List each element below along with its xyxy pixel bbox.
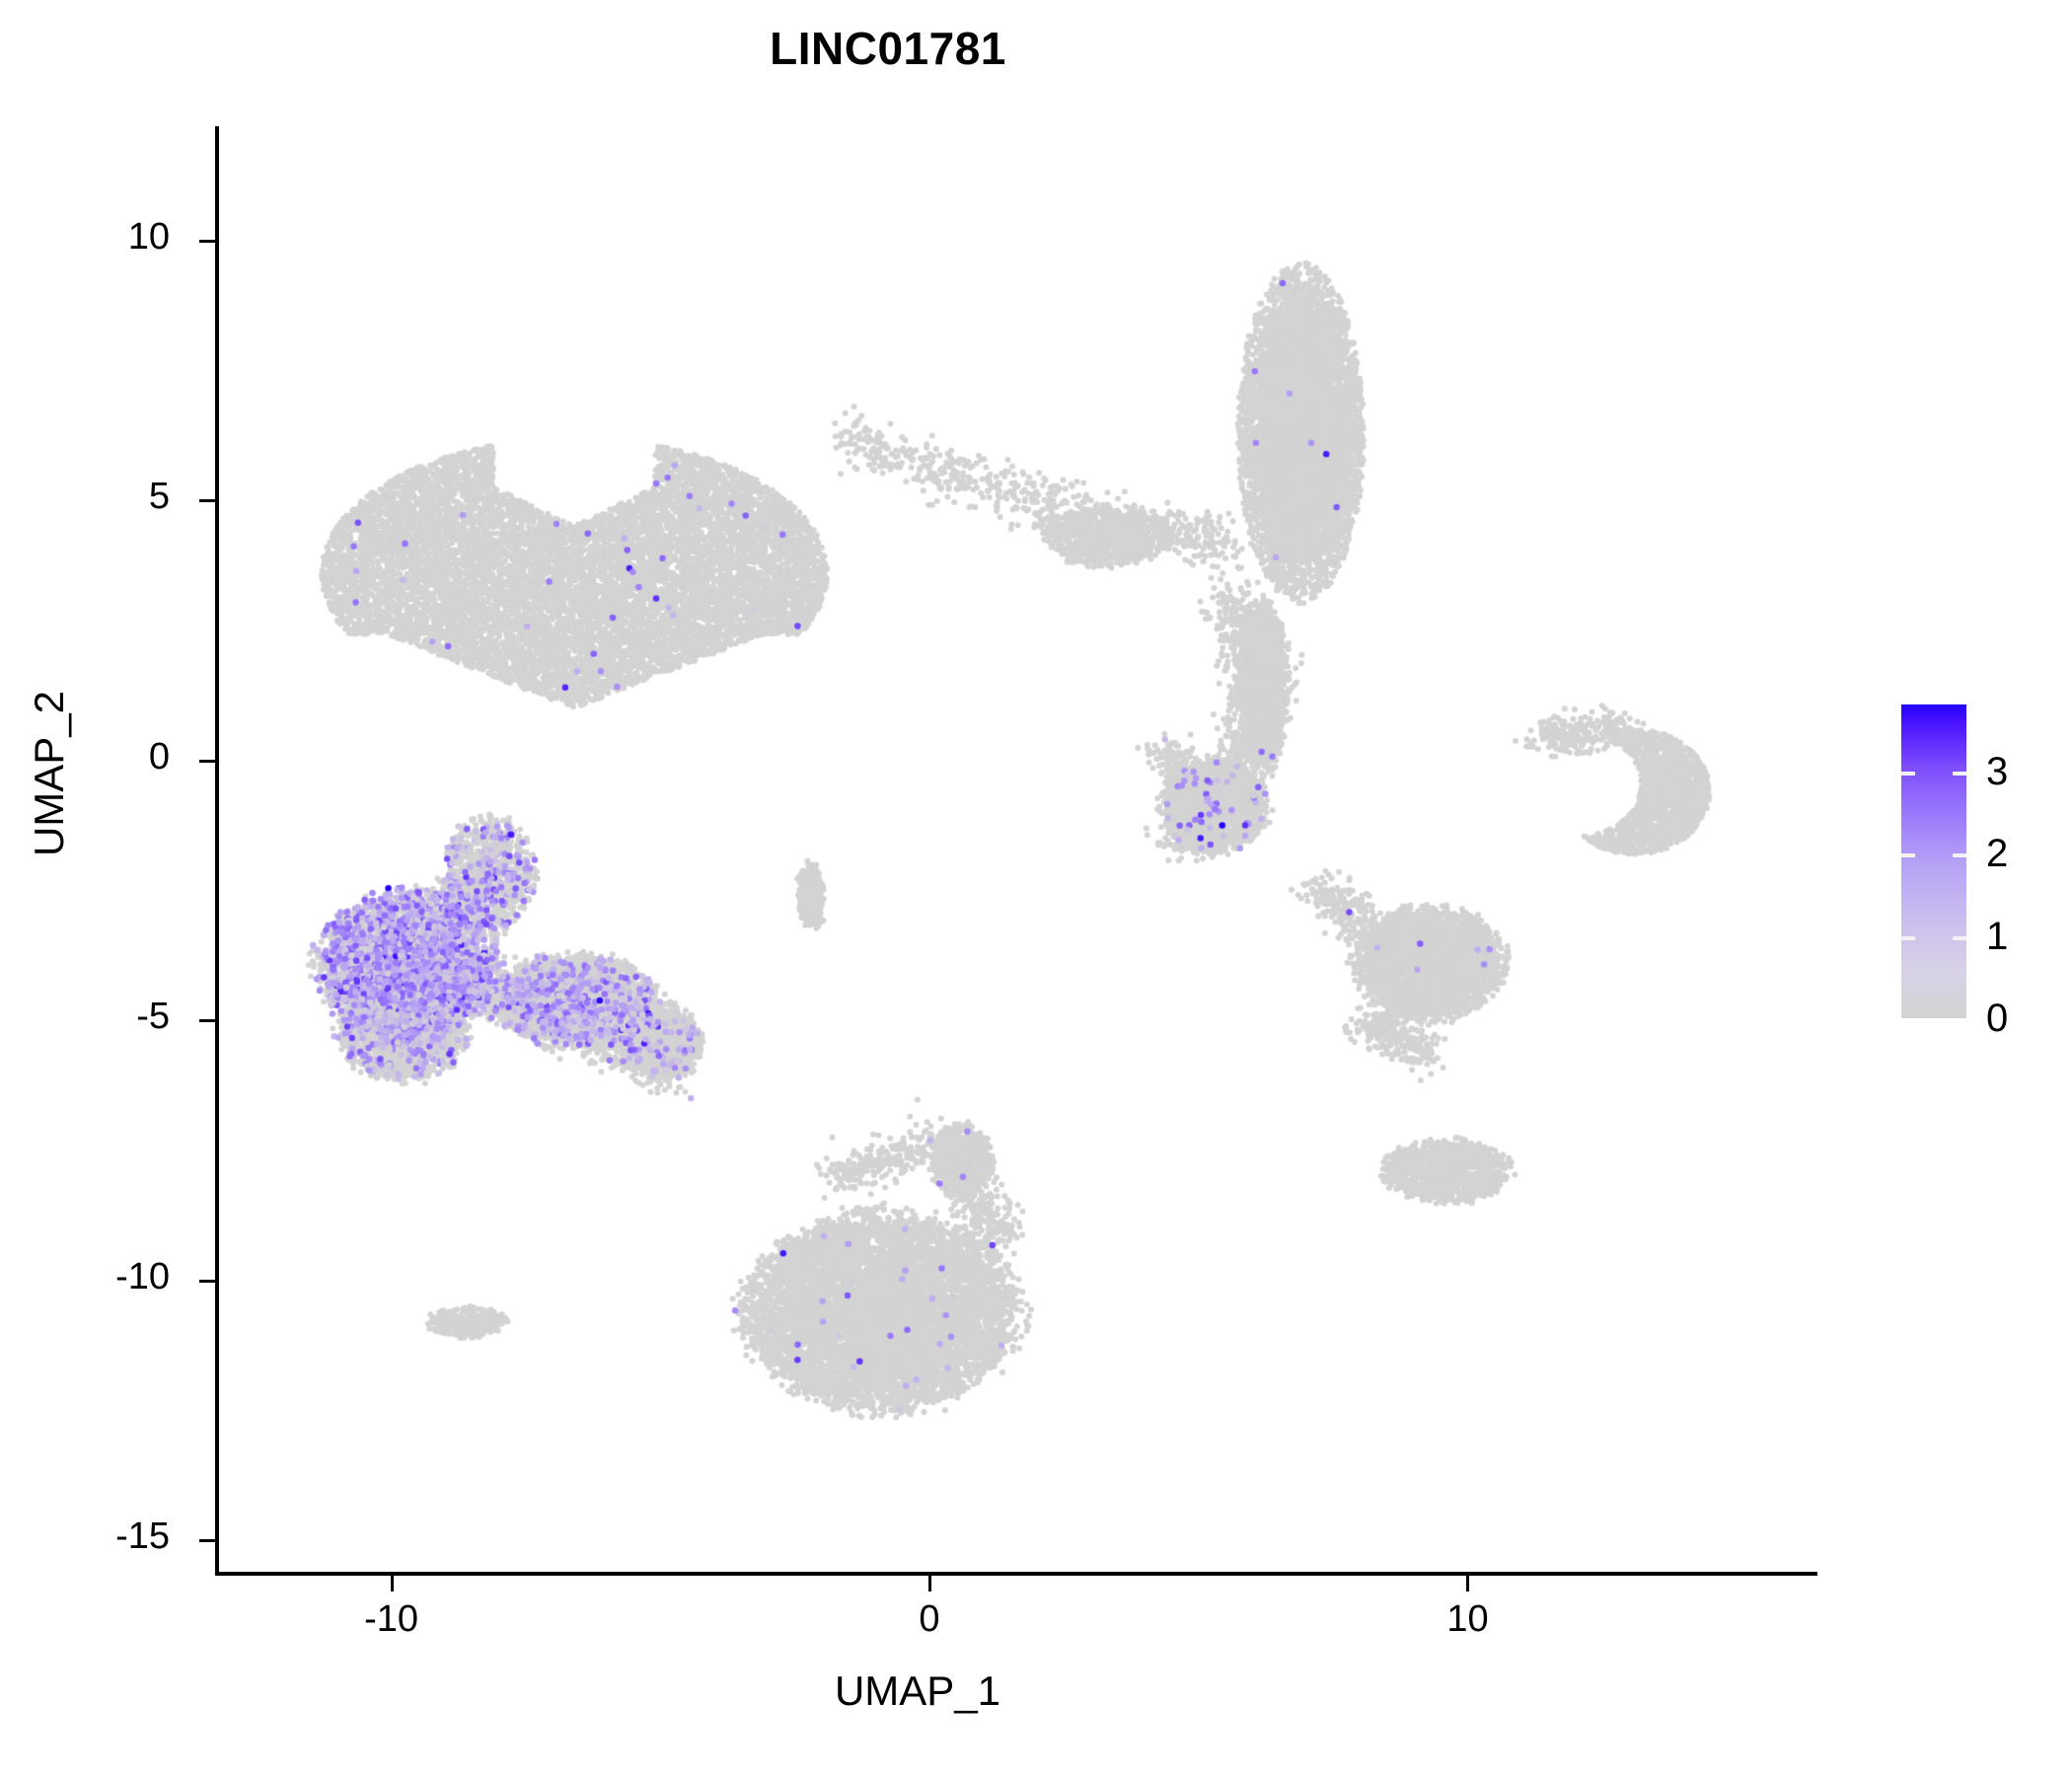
- y-tick-label: -5: [136, 996, 170, 1038]
- colorbar-tick-1-right: [1953, 936, 1966, 940]
- y-tick-mark: [199, 1279, 215, 1283]
- y-tick-label-wrap: -15: [0, 1516, 185, 1558]
- y-tick-mark: [199, 239, 215, 243]
- colorbar-tick-2-left: [1901, 853, 1915, 857]
- x-tick-mark: [1466, 1576, 1470, 1591]
- y-tick-label: -15: [115, 1516, 170, 1558]
- y-tick-label-wrap: 5: [0, 476, 185, 518]
- y-tick-label-wrap: -10: [0, 1256, 185, 1298]
- y-tick-label-wrap: 10: [0, 216, 185, 259]
- y-tick-mark: [199, 1019, 215, 1023]
- y-axis-title: UMAP_2: [26, 690, 72, 857]
- x-tick-mark: [390, 1576, 394, 1591]
- y-tick-mark: [199, 499, 215, 503]
- y-tick-label-wrap: -5: [0, 996, 185, 1038]
- colorbar-gradient: [1901, 704, 1966, 1018]
- y-tick-label: 5: [148, 476, 170, 518]
- colorbar-label-0: 0: [1986, 997, 2009, 1040]
- plot-panel: [219, 126, 1817, 1572]
- y-tick-label: -10: [115, 1255, 170, 1297]
- x-tick-label: 0: [919, 1598, 940, 1640]
- x-tick-label: 10: [1446, 1598, 1489, 1640]
- y-tick-mark: [199, 1539, 215, 1543]
- y-tick-mark: [199, 759, 215, 763]
- colorbar-label-1: 1: [1986, 915, 2009, 958]
- x-tick-label: -10: [364, 1598, 418, 1640]
- colorbar-label-3: 3: [1986, 750, 2009, 793]
- page-title: LINC01781: [770, 23, 1006, 74]
- y-tick-label: 0: [148, 735, 170, 777]
- colorbar-tick-3-left: [1901, 772, 1915, 776]
- colorbar-tick-1-left: [1901, 936, 1915, 940]
- y-tick-label-wrap: 0: [0, 736, 185, 778]
- scatter-canvas: [219, 126, 1817, 1572]
- y-axis-line: [215, 126, 219, 1572]
- colorbar-label-2: 2: [1986, 832, 2009, 875]
- colorbar-tick-3-right: [1953, 772, 1966, 776]
- x-tick-mark: [928, 1576, 931, 1591]
- x-axis-title: UMAP_1: [834, 1667, 1001, 1714]
- color-legend: 3 2 1 0: [1901, 704, 2008, 1038]
- x-axis-line: [215, 1572, 1817, 1576]
- y-tick-label: 10: [127, 215, 170, 258]
- colorbar-tick-2-right: [1953, 853, 1966, 857]
